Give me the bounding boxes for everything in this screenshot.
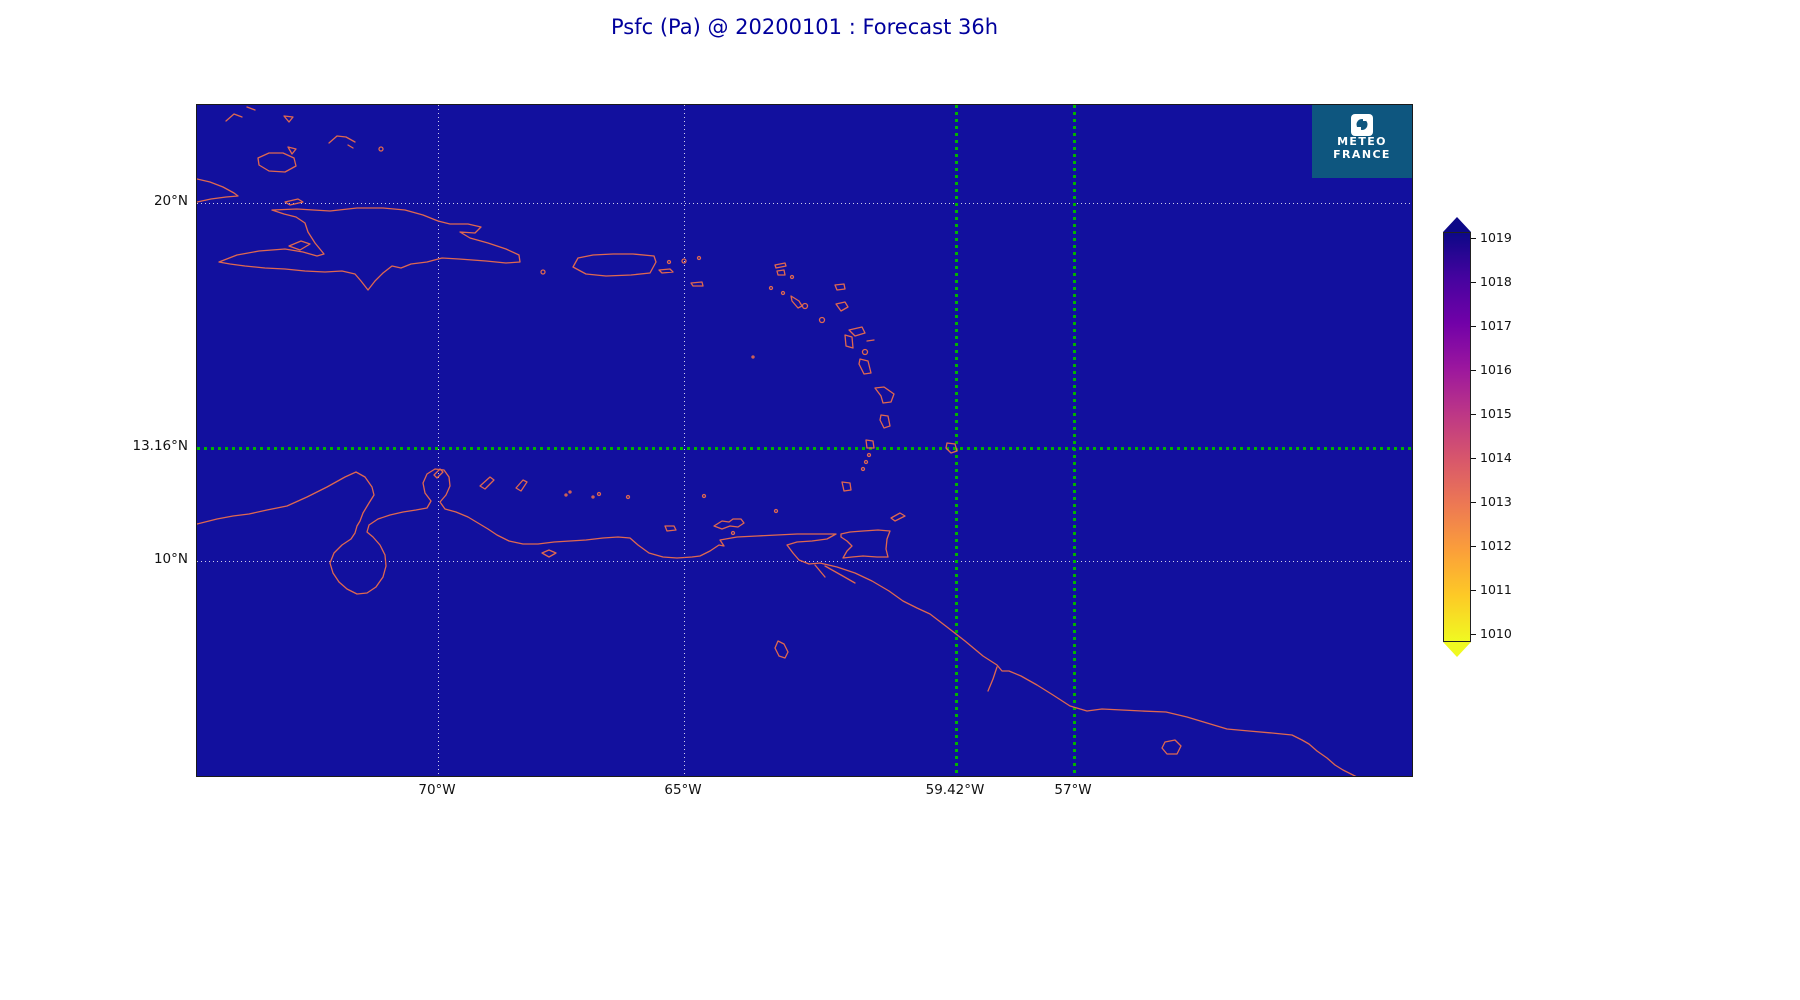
colorbar-tick: [1471, 458, 1476, 459]
highlight-line-vertical: [955, 105, 958, 776]
colorbar-tick: [1471, 546, 1476, 547]
colorbar-tick-label: 1019: [1480, 230, 1512, 245]
highlight-line-vertical: [1073, 105, 1076, 776]
y-tick-label: 13.16°N: [132, 438, 189, 454]
colorbar-tick: [1471, 282, 1476, 283]
colorbar-tick: [1471, 326, 1476, 327]
colorbar-tick-label: 1010: [1480, 626, 1512, 641]
colorbar-tick-label: 1013: [1480, 494, 1512, 509]
colorbar-tick-label: 1017: [1480, 318, 1512, 333]
coastline-paths: [197, 106, 1357, 776]
colorbar-tick-label: 1012: [1480, 538, 1512, 553]
gridline-horizontal: [197, 203, 1412, 204]
logo-line2: FRANCE: [1333, 147, 1391, 161]
colorbar-tick-label: 1016: [1480, 362, 1512, 377]
gridline-vertical: [684, 105, 685, 776]
x-tick-label: 57°W: [1054, 782, 1092, 798]
colorbar-tick: [1471, 634, 1476, 635]
x-tick-label: 70°W: [418, 782, 456, 798]
colorbar-extend-top: [1443, 217, 1471, 232]
colorbar-tick: [1471, 502, 1476, 503]
colorbar-tick: [1471, 590, 1476, 591]
plot-title: Psfc (Pa) @ 20200101 : Forecast 36h: [610, 15, 999, 39]
gridline-vertical: [438, 105, 439, 776]
colorbar-tick: [1471, 414, 1476, 415]
meteo-france-icon: [1351, 114, 1373, 136]
colorbar-tick-label: 1018: [1480, 274, 1512, 289]
colorbar-tick-label: 1014: [1480, 450, 1512, 465]
colorbar-tick-label: 1011: [1480, 582, 1512, 597]
x-tick-label: 65°W: [664, 782, 702, 798]
y-tick-label: 20°N: [153, 193, 188, 209]
logo-line1: METEO: [1337, 135, 1387, 148]
map-plot: METEO FRANCE: [196, 104, 1413, 777]
colorbar-tick: [1471, 370, 1476, 371]
colorbar-tick: [1471, 238, 1476, 239]
meteo-france-logo: METEO FRANCE: [1312, 105, 1412, 178]
highlight-line-horizontal: [197, 447, 1412, 450]
colorbar-tick-label: 1015: [1480, 406, 1512, 421]
colorbar-extend-bottom: [1443, 642, 1471, 657]
y-tick-label: 10°N: [153, 551, 188, 567]
coastlines-layer: [197, 106, 1357, 776]
colorbar-bar: [1443, 232, 1471, 642]
x-tick-label: 59.42°W: [925, 782, 985, 798]
